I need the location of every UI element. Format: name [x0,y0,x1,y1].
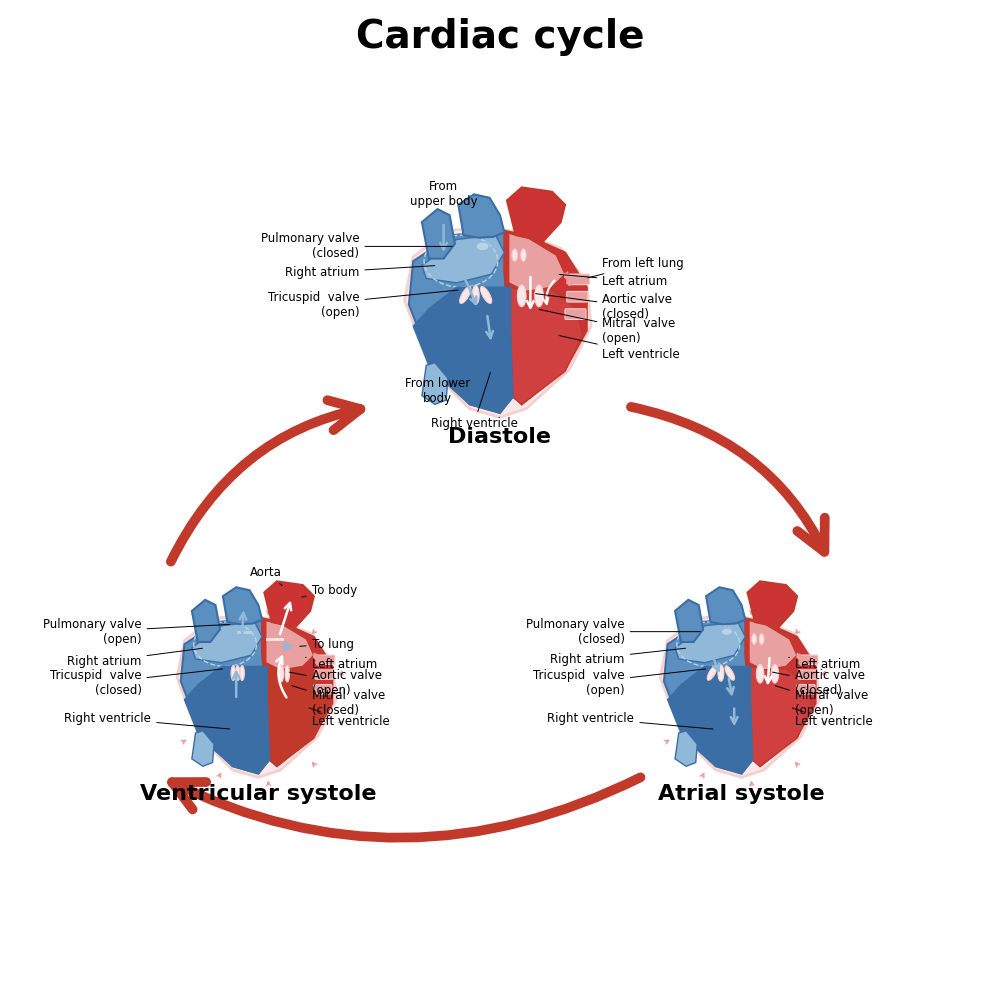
Text: Right atrium: Right atrium [285,266,435,279]
FancyBboxPatch shape [315,670,333,679]
Text: Aortic valve
(closed): Aortic valve (closed) [536,293,672,321]
Text: To body: To body [302,584,357,597]
Polygon shape [675,731,697,766]
Text: Aortic valve
(open): Aortic valve (open) [289,669,382,697]
Text: Right atrium: Right atrium [67,648,202,668]
Text: Left atrium: Left atrium [559,274,668,288]
Text: Tricuspid  valve
(open): Tricuspid valve (open) [533,669,706,697]
Polygon shape [422,209,455,259]
Polygon shape [748,581,797,627]
Polygon shape [706,587,745,624]
Polygon shape [749,621,797,670]
Polygon shape [177,615,336,777]
Ellipse shape [756,665,764,683]
FancyBboxPatch shape [565,309,586,319]
Text: Aorta: Aorta [250,566,282,586]
FancyBboxPatch shape [317,655,335,664]
Ellipse shape [480,287,492,303]
Polygon shape [192,600,220,642]
Text: Right ventricle: Right ventricle [547,712,713,729]
Ellipse shape [725,666,735,680]
Polygon shape [504,231,587,404]
FancyBboxPatch shape [797,685,815,694]
Text: From left lung: From left lung [588,257,684,278]
Polygon shape [264,581,314,627]
Polygon shape [422,235,504,283]
Polygon shape [507,187,565,241]
Ellipse shape [721,628,732,635]
Text: Left ventricle: Left ventricle [559,336,680,361]
Ellipse shape [512,249,517,261]
Text: Aortic valve
(closed): Aortic valve (closed) [772,669,865,697]
Polygon shape [510,287,582,404]
Polygon shape [267,666,329,766]
Polygon shape [745,618,816,766]
Ellipse shape [752,634,756,644]
Polygon shape [266,621,314,670]
Text: Tricuspid  valve
(closed): Tricuspid valve (closed) [50,669,222,697]
Text: Left atrium: Left atrium [789,657,860,671]
Polygon shape [262,618,332,766]
Ellipse shape [718,665,724,681]
Text: Tricuspid  valve
(open): Tricuspid valve (open) [268,290,458,319]
Ellipse shape [285,666,289,682]
Polygon shape [192,622,262,663]
Polygon shape [458,194,504,238]
Polygon shape [668,666,753,774]
Text: To lung: To lung [300,638,354,651]
Text: Left atrium: Left atrium [306,657,377,671]
Polygon shape [675,622,745,663]
Text: Pulmonary valve
(closed): Pulmonary valve (closed) [526,618,700,646]
Text: Right ventricle: Right ventricle [431,372,517,430]
Ellipse shape [521,249,526,261]
Ellipse shape [771,665,779,683]
Text: Right ventricle: Right ventricle [64,712,230,729]
FancyBboxPatch shape [314,685,332,694]
Ellipse shape [279,666,284,682]
Text: Pulmonary valve
(closed): Pulmonary valve (closed) [261,232,452,260]
Ellipse shape [460,287,471,303]
Text: Mitral  valve
(open): Mitral valve (open) [775,686,868,717]
Text: From
upper body: From upper body [410,180,477,208]
Ellipse shape [759,634,764,644]
Ellipse shape [517,285,526,307]
Polygon shape [405,226,591,417]
Ellipse shape [476,242,489,251]
Text: Left ventricle: Left ventricle [792,708,873,728]
FancyBboxPatch shape [567,291,588,302]
Polygon shape [409,231,513,413]
FancyBboxPatch shape [800,655,818,664]
Polygon shape [184,666,269,774]
Polygon shape [750,666,812,766]
Ellipse shape [231,666,235,680]
Text: Right atrium: Right atrium [550,648,686,666]
Polygon shape [664,618,753,774]
Text: Left ventricle: Left ventricle [309,708,389,728]
Text: Mitral  valve
(open): Mitral valve (open) [539,309,676,345]
Ellipse shape [472,285,479,305]
Text: Mitral  valve
(closed): Mitral valve (closed) [292,686,385,717]
Polygon shape [660,615,819,777]
Ellipse shape [240,666,244,680]
Text: Cardiac cycle: Cardiac cycle [356,18,644,56]
Text: Ventricular systole: Ventricular systole [140,784,377,804]
Text: Atrial systole: Atrial systole [658,784,825,804]
FancyBboxPatch shape [568,274,589,285]
Ellipse shape [535,285,543,307]
Text: From lower
body: From lower body [405,377,470,405]
Polygon shape [223,587,262,624]
FancyBboxPatch shape [798,670,817,679]
Text: Diastole: Diastole [448,427,552,447]
Ellipse shape [235,666,240,680]
Polygon shape [675,600,703,642]
Polygon shape [509,233,565,292]
Ellipse shape [707,666,717,680]
Polygon shape [422,363,448,404]
Text: Pulmonary valve
(open): Pulmonary valve (open) [43,618,230,646]
Polygon shape [181,618,269,774]
Polygon shape [413,287,513,413]
Polygon shape [192,731,214,766]
